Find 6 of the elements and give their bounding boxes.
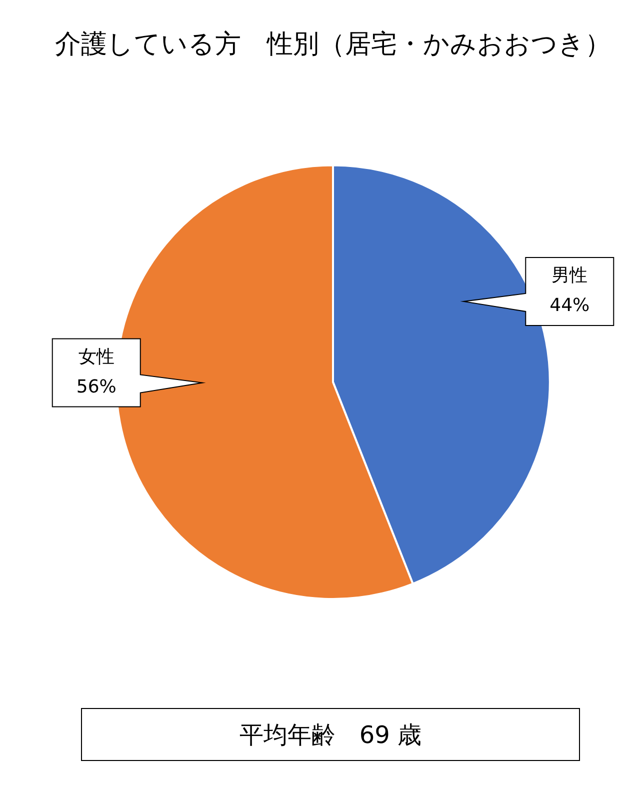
- text: 平均年齢 69 歳: [81, 708, 580, 761]
- data-label: 44%: [550, 295, 590, 316]
- chart-title: 介護している方 性別（居宅・かみおおつき）: [55, 29, 611, 60]
- data-label: 56%: [76, 376, 116, 398]
- slice-label: 男性: [552, 265, 588, 286]
- slice-label: 女性: [78, 346, 114, 368]
